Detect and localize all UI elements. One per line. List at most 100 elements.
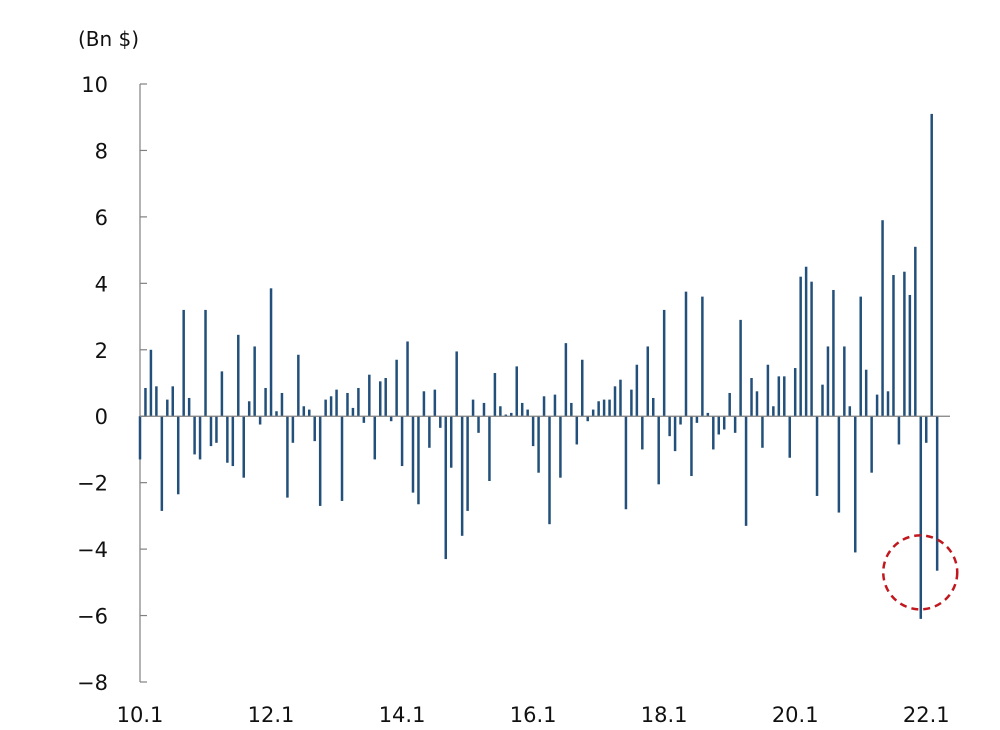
bar-21.4 xyxy=(875,394,879,417)
bar-17.9 xyxy=(641,416,644,450)
bar-21.7 xyxy=(892,275,895,417)
bar-20.1 xyxy=(793,368,797,417)
bar-10.1 xyxy=(138,416,142,460)
bar-11.12 xyxy=(264,387,267,417)
bar-17.12 xyxy=(657,416,660,485)
bar-13.11 xyxy=(389,416,393,422)
bar-22.1 xyxy=(924,416,928,443)
bar-12.10 xyxy=(318,416,322,506)
bar-16.7 xyxy=(564,343,568,417)
x-tick-label: 16.1 xyxy=(510,703,557,727)
bar-15.8 xyxy=(504,414,508,417)
bar-10.8 xyxy=(176,416,180,495)
y-tick-label: 6 xyxy=(95,206,108,230)
bar-13.9 xyxy=(378,381,382,417)
bar-20.8 xyxy=(832,289,835,417)
bar-16.4 xyxy=(548,416,551,525)
bar-15.2 xyxy=(471,399,475,417)
bar-18.6 xyxy=(690,416,693,477)
bar-12.11 xyxy=(324,399,327,417)
bar-13.3 xyxy=(346,392,349,417)
bar-13.5 xyxy=(357,387,360,417)
bar-18.1 xyxy=(662,309,666,417)
bar-14.9 xyxy=(444,416,448,560)
bar-17.8 xyxy=(635,364,639,417)
bar-11.5 xyxy=(226,416,229,463)
bar-18.12 xyxy=(722,416,726,430)
bar-16.2 xyxy=(537,416,540,473)
bar-11.6 xyxy=(231,416,235,467)
bar-19.2 xyxy=(733,416,737,433)
bar-18.2 xyxy=(668,416,671,437)
bar-17.11 xyxy=(651,397,655,417)
bar-14.12 xyxy=(460,416,464,536)
bar-18.10 xyxy=(712,416,715,450)
bar-19.5 xyxy=(750,378,753,417)
bar-18.9 xyxy=(706,412,710,417)
bar-13.7 xyxy=(368,374,371,417)
bar-19.12 xyxy=(788,416,791,458)
bar-12.4 xyxy=(286,416,289,498)
bar-12.8 xyxy=(308,409,311,417)
bar-16.8 xyxy=(570,402,573,417)
bar-21.9 xyxy=(903,271,906,417)
bar-16.3 xyxy=(542,396,546,417)
bar-19.11 xyxy=(783,376,786,417)
y-tick-label: −8 xyxy=(77,671,108,695)
x-axis: 10.1 12.1 14.1 16.1 18.1 20.1 22.1 xyxy=(117,703,950,727)
bar-13.8 xyxy=(373,416,377,460)
bar-15.3 xyxy=(477,416,480,433)
bar-22.2 xyxy=(930,113,933,417)
bar-20.9 xyxy=(837,416,841,513)
bar-16.9 xyxy=(575,416,579,445)
bar-19.8 xyxy=(766,364,770,417)
bar-18.3 xyxy=(673,416,677,452)
y-axis: 10 8 6 4 2 0 −2 −4 −6 −8 xyxy=(77,73,147,695)
bar-17.3 xyxy=(608,399,611,417)
x-tick-label: 10.1 xyxy=(117,703,164,727)
bar-20.5 xyxy=(815,416,819,496)
bar-21.2 xyxy=(864,369,868,417)
unit-label: (Bn $) xyxy=(78,27,139,51)
bar-10.10 xyxy=(187,397,191,417)
bar-14.3 xyxy=(411,416,415,493)
bar-13.12 xyxy=(395,359,398,417)
bar-10.5 xyxy=(160,416,164,511)
bar-12.5 xyxy=(291,416,295,443)
bar-21.12 xyxy=(919,416,923,619)
bar-19.3 xyxy=(739,319,742,417)
bar-15.9 xyxy=(510,412,513,417)
bar-20.4 xyxy=(810,281,813,417)
y-tick-label: −6 xyxy=(77,605,108,629)
bar-19.4 xyxy=(744,416,748,526)
bar-18.4 xyxy=(679,416,682,425)
annotation xyxy=(881,534,959,611)
bar-21.3 xyxy=(870,416,873,473)
bar-13.6 xyxy=(362,416,366,423)
bar-11.1 xyxy=(204,309,207,417)
y-tick-label: −2 xyxy=(77,472,108,496)
bar-19.7 xyxy=(761,416,764,448)
bar-17.7 xyxy=(630,389,633,417)
bar-15.5 xyxy=(488,416,491,482)
y-tick-label: 4 xyxy=(95,272,108,296)
bar-10.11 xyxy=(193,416,196,455)
bar-12.9 xyxy=(313,416,316,442)
y-tick-label: −4 xyxy=(77,538,108,562)
bar-14.8 xyxy=(439,416,442,428)
bar-18.11 xyxy=(717,416,721,435)
bar-19.1 xyxy=(728,392,731,417)
bar-19.10 xyxy=(777,376,781,417)
bar-18.5 xyxy=(684,291,688,417)
bar-19.9 xyxy=(772,406,775,417)
bar-22.3 xyxy=(935,416,939,571)
bar-19.6 xyxy=(755,391,759,417)
bar-16.12 xyxy=(591,409,595,417)
x-tick-label: 18.1 xyxy=(641,703,688,727)
bar-15.10 xyxy=(515,366,518,417)
bar-11.10 xyxy=(253,346,256,417)
bar-15.1 xyxy=(466,416,469,511)
bar-13.1 xyxy=(335,389,338,417)
bar-21.5 xyxy=(881,220,884,417)
bar-14.11 xyxy=(455,351,458,417)
